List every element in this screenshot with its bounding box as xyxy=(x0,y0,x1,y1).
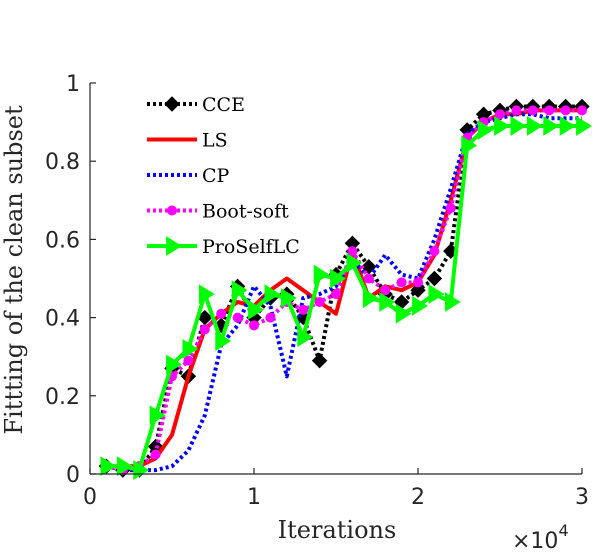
marker-proselflc xyxy=(100,456,117,477)
y-tick-label: 1 xyxy=(66,72,80,97)
legend-label-ls: LS xyxy=(202,130,228,152)
marker-proselflc xyxy=(543,116,560,136)
marker-boot-soft xyxy=(265,312,276,323)
marker-proselflc xyxy=(313,264,330,285)
marker-boot-soft xyxy=(216,308,227,319)
marker-boot-soft xyxy=(167,205,177,216)
marker-boot-soft xyxy=(199,324,210,335)
legend-label-proselflc: ProSelfLC xyxy=(202,236,300,258)
legend-label-cp: CP xyxy=(202,165,230,187)
marker-proselflc xyxy=(149,405,166,426)
marker-proselflc xyxy=(494,116,510,136)
marker-proselflc xyxy=(428,284,445,305)
marker-cce xyxy=(410,282,426,298)
x-tick-label: 2 xyxy=(411,485,425,510)
marker-boot-soft xyxy=(396,277,407,288)
y-axis-title: Fittting of the clean subset xyxy=(0,105,28,435)
series-line-ls xyxy=(106,108,582,469)
marker-boot-soft xyxy=(380,285,391,296)
y-tick-label: 0 xyxy=(66,463,80,488)
legend-item-ls: LS xyxy=(147,130,228,152)
series-cp xyxy=(105,112,582,473)
marker-proselflc xyxy=(166,236,182,256)
marker-proselflc xyxy=(379,292,396,312)
marker-boot-soft xyxy=(429,246,440,257)
marker-proselflc xyxy=(461,135,478,156)
marker-boot-soft xyxy=(314,296,325,307)
y-tick-label: 0.4 xyxy=(45,307,80,332)
marker-boot-soft xyxy=(363,273,374,284)
marker-boot-soft xyxy=(544,105,555,116)
legend-label-boot-soft: Boot-soft xyxy=(202,201,289,223)
marker-boot-soft xyxy=(232,312,243,323)
marker-boot-soft xyxy=(527,105,538,116)
marker-proselflc xyxy=(330,268,346,289)
series-line-cp xyxy=(105,112,582,473)
x-tick-label: 3 xyxy=(575,485,589,510)
marker-proselflc xyxy=(116,456,133,477)
marker-cce xyxy=(164,96,180,112)
marker-proselflc xyxy=(395,303,412,324)
marker-proselflc xyxy=(576,116,592,136)
legend-item-proselflc: ProSelfLC xyxy=(147,236,300,258)
marker-boot-soft xyxy=(577,105,587,116)
marker-proselflc xyxy=(280,288,297,308)
marker-boot-soft xyxy=(249,320,259,331)
y-tick-label: 0.6 xyxy=(45,228,80,253)
series-layer xyxy=(98,98,592,480)
y-tick-label: 0.8 xyxy=(45,150,80,175)
marker-proselflc xyxy=(526,116,543,136)
marker-proselflc xyxy=(346,252,363,273)
marker-boot-soft xyxy=(298,304,309,315)
marker-proselflc xyxy=(444,292,461,312)
marker-cce xyxy=(311,352,328,369)
marker-boot-soft xyxy=(511,105,522,116)
marker-cce xyxy=(426,270,443,287)
marker-proselflc xyxy=(510,116,527,136)
marker-proselflc xyxy=(215,331,232,351)
marker-proselflc xyxy=(559,116,576,136)
x-tick-label: 1 xyxy=(247,485,261,510)
series-boot-soft xyxy=(101,105,587,476)
marker-boot-soft xyxy=(413,277,423,288)
marker-boot-soft xyxy=(183,355,194,366)
marker-proselflc xyxy=(198,284,215,305)
marker-boot-soft xyxy=(495,109,505,120)
marker-proselflc xyxy=(264,284,281,305)
marker-boot-soft xyxy=(445,203,456,214)
x-axis-multiplier-exponent: 4 xyxy=(558,521,568,540)
marker-proselflc xyxy=(166,354,182,375)
marker-proselflc xyxy=(182,338,199,359)
legend: CCE LS CP Boot-soft ProSelfLC xyxy=(147,94,300,258)
marker-proselflc xyxy=(477,120,494,140)
legend-item-cce: CCE xyxy=(147,94,245,116)
marker-boot-soft xyxy=(560,105,571,116)
marker-proselflc xyxy=(297,327,314,348)
marker-proselflc xyxy=(231,280,248,301)
y-tick-label: 0.2 xyxy=(45,385,80,410)
axes-layer: 0 0.2 0.4 0.6 0.8 1 0 1 2 3 xyxy=(45,72,589,510)
x-axis-multiplier-base: ×10 xyxy=(512,529,558,554)
x-axis-multiplier: ×104 xyxy=(512,521,569,554)
x-axis-title: Iterations xyxy=(278,516,397,544)
marker-proselflc xyxy=(412,295,428,316)
marker-boot-soft xyxy=(150,449,161,460)
x-tick-label: 0 xyxy=(83,485,97,510)
series-ls xyxy=(106,108,582,469)
legend-label-cce: CCE xyxy=(202,94,245,116)
legend-item-boot-soft: Boot-soft xyxy=(147,201,289,223)
legend-item-cp: CP xyxy=(147,165,230,187)
marker-boot-soft xyxy=(347,246,358,257)
marker-proselflc xyxy=(362,288,379,308)
marker-proselflc xyxy=(248,299,264,320)
marker-boot-soft xyxy=(331,289,341,300)
